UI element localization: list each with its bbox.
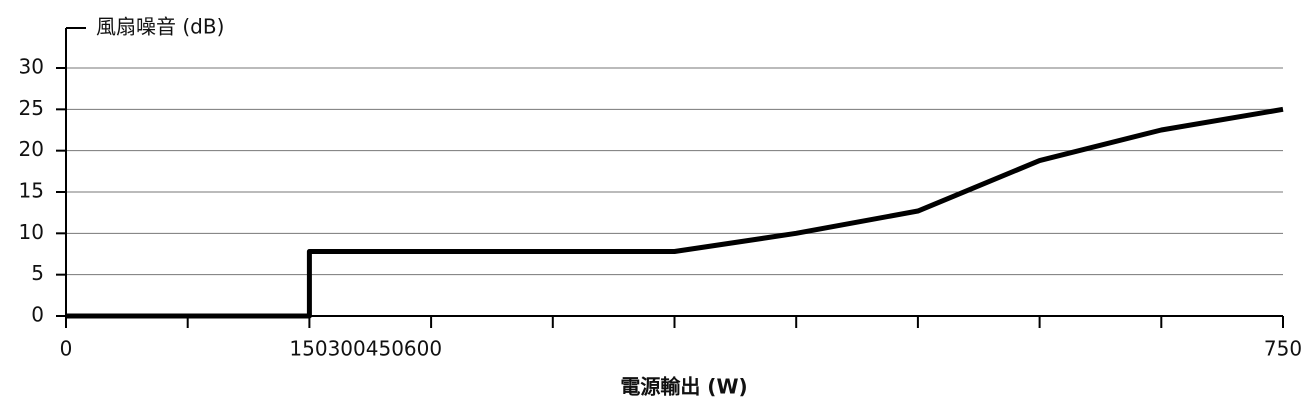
- x-tick-label: 0: [60, 337, 73, 361]
- y-tick-label: 5: [31, 261, 44, 285]
- y-axis-label: 風扇噪音 (dB): [96, 15, 224, 39]
- y-tick-label: 10: [19, 220, 44, 244]
- x-tick-label: 150300450600: [289, 337, 442, 361]
- x-axis-label: 電源輸出 (W): [620, 375, 747, 399]
- y-tick-label: 15: [19, 179, 44, 203]
- data-line: [66, 106, 1284, 319]
- y-tick-label: 20: [19, 137, 44, 161]
- x-tick-label: 750: [1264, 337, 1302, 361]
- y-tick-label: 0: [31, 303, 44, 327]
- y-tick-label: 30: [19, 55, 44, 79]
- y-tick-label: 25: [19, 96, 44, 120]
